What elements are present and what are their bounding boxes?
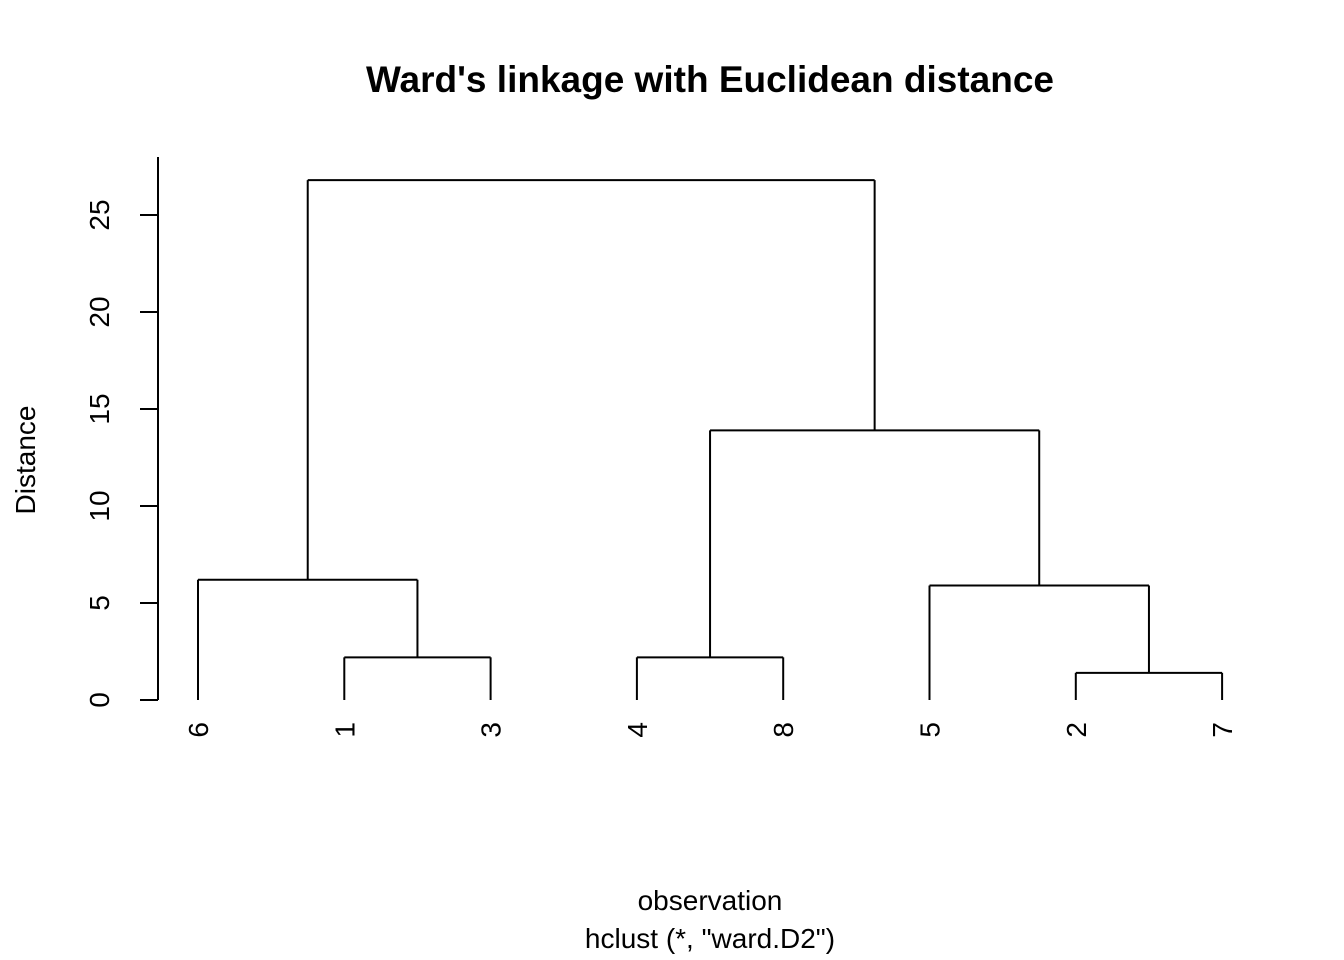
leaf-label: 6 xyxy=(183,722,214,738)
dendrogram-links xyxy=(197,179,1224,700)
y-tick-label: 25 xyxy=(84,199,115,230)
subtitle: hclust (*, "ward.D2") xyxy=(585,923,835,954)
leaf-label: 3 xyxy=(476,722,507,738)
leaf-label: 2 xyxy=(1061,722,1092,738)
y-axis: 0 5 10 15 20 25 xyxy=(84,157,159,708)
y-tick-label: 20 xyxy=(84,296,115,327)
chart-title: Ward's linkage with Euclidean distance xyxy=(366,59,1054,100)
y-axis-label: Distance xyxy=(10,406,41,515)
leaf-label: 8 xyxy=(768,722,799,738)
x-axis-label: observation xyxy=(638,885,783,916)
y-tick-label: 0 xyxy=(84,692,115,708)
leaf-labels: 6 1 3 4 8 5 2 7 xyxy=(183,722,1238,738)
leaf-label: 4 xyxy=(622,722,653,738)
leaf-label: 1 xyxy=(329,722,360,738)
leaf-label: 7 xyxy=(1207,722,1238,738)
y-tick-label: 15 xyxy=(84,393,115,424)
y-tick-label: 5 xyxy=(84,595,115,611)
leaf-label: 5 xyxy=(915,722,946,738)
y-tick-label: 10 xyxy=(84,490,115,521)
